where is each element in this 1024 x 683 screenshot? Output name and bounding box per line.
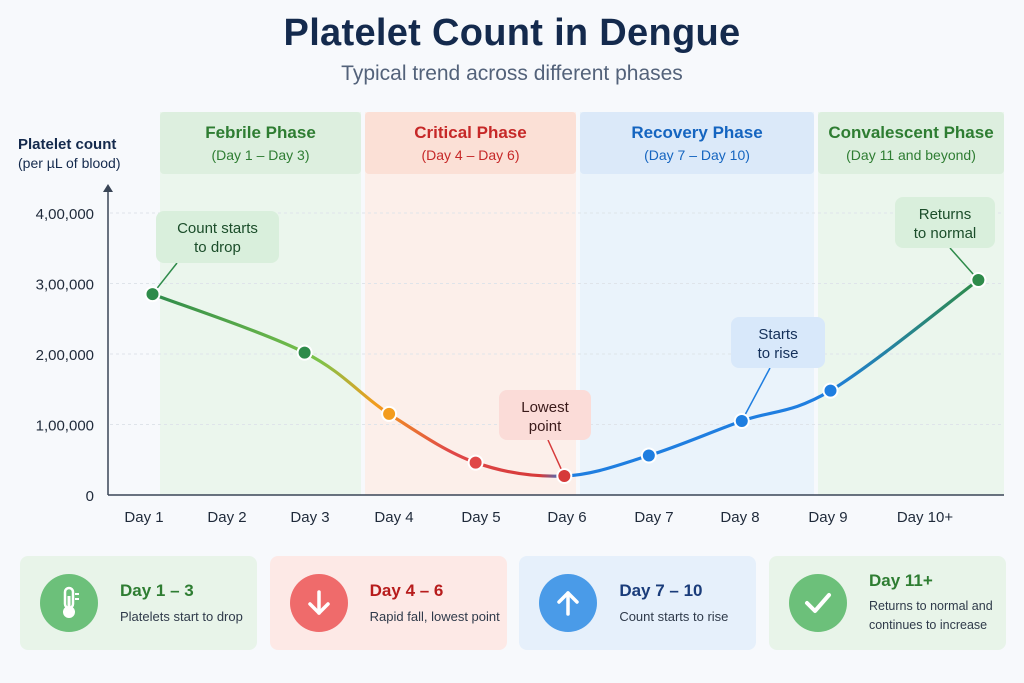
phase-summary-cards: Day 1 – 3 Platelets start to drop Day 4 – … xyxy=(20,556,1006,650)
annotation-box xyxy=(731,317,825,368)
summary-card: Day 7 – 10 Count starts to rise xyxy=(519,556,757,650)
data-point xyxy=(467,454,484,471)
data-point xyxy=(733,412,750,429)
summary-card-title: Day 7 – 10 xyxy=(619,580,703,600)
annotation-text: point xyxy=(529,418,562,435)
phase-header xyxy=(818,112,1004,174)
x-tick-label: Day 1 xyxy=(124,509,163,526)
summary-card-description: Platelets start to drop xyxy=(120,608,243,624)
annotation-text: Returns xyxy=(919,206,972,223)
summary-card-title: Day 1 – 3 xyxy=(120,580,194,600)
y-axis-arrow xyxy=(103,184,113,192)
x-tick-label: Day 10+ xyxy=(897,509,954,526)
x-tick-label: Day 9 xyxy=(808,509,847,526)
annotation-leader xyxy=(741,367,771,422)
annotation-text: Lowest xyxy=(521,399,569,416)
summary-card-description: Rapid fall, lowest point xyxy=(369,608,500,624)
summary-card: Day 11+ Returns to normal and continues t… xyxy=(768,556,1006,650)
phase-name: Critical Phase xyxy=(414,123,526,142)
phase-header xyxy=(160,112,361,174)
page-subtitle: Typical trend across different phases xyxy=(341,62,683,85)
y-tick-label: 2,00,000 xyxy=(36,347,94,364)
data-point xyxy=(640,447,657,464)
summary-card-description: Returns to normal and continues to incre… xyxy=(868,599,993,632)
phase-header xyxy=(365,112,576,174)
y-tick-label: 3,00,000 xyxy=(36,277,94,294)
data-point xyxy=(144,286,161,303)
arrow-up-icon xyxy=(539,574,598,632)
x-tick-label: Day 2 xyxy=(207,509,246,526)
page-title: Platelet Count in Dengue xyxy=(283,12,741,54)
annotation-text: Count starts xyxy=(177,220,258,237)
annotation-box xyxy=(156,211,279,263)
phase-band xyxy=(818,112,1004,495)
annotation-text: to normal xyxy=(914,225,977,242)
annotation-box xyxy=(895,197,995,248)
phase-range: (Day 4 – Day 6) xyxy=(421,147,519,163)
data-point xyxy=(381,405,398,422)
y-axis-title: Platelet count xyxy=(18,136,116,153)
phase-range: (Day 1 – Day 3) xyxy=(211,147,309,163)
summary-card-description: Count starts to rise xyxy=(619,608,729,624)
summary-card: Day 4 – 6 Rapid fall, lowest point xyxy=(269,556,507,650)
y-tick-label: 1,00,000 xyxy=(36,418,94,435)
y-tick-label: 4,00,000 xyxy=(36,206,94,223)
x-tick-label: Day 5 xyxy=(461,509,500,526)
phase-range: (Day 11 and beyond) xyxy=(846,147,976,163)
summary-card-title: Day 11+ xyxy=(868,571,933,590)
annotation-text: Starts xyxy=(758,326,797,343)
x-tick-label: Day 8 xyxy=(720,509,759,526)
phase-header xyxy=(580,112,814,174)
x-tick-label: Day 6 xyxy=(547,509,586,526)
y-tick-label: 0 xyxy=(86,488,94,505)
annotation-text: to drop xyxy=(194,239,241,256)
phase-name: Febrile Phase xyxy=(205,123,316,142)
data-point xyxy=(970,271,987,288)
x-tick-label: Day 3 xyxy=(290,509,329,526)
data-point xyxy=(822,382,839,399)
phase-band xyxy=(580,112,814,495)
data-point xyxy=(556,467,573,484)
x-tick-label: Day 7 xyxy=(634,509,673,526)
summary-card-title: Day 4 – 6 xyxy=(369,580,444,600)
annotation-text: to rise xyxy=(758,345,799,362)
phase-name: Recovery Phase xyxy=(631,123,762,142)
phase-range: (Day 7 – Day 10) xyxy=(644,147,750,163)
platelet-chart: Febrile Phase (Day 1 – Day 3) Critical Pha… xyxy=(18,112,1004,526)
x-tick-label: Day 4 xyxy=(374,509,413,526)
phase-band xyxy=(160,112,361,495)
check-icon xyxy=(788,574,847,632)
data-point xyxy=(296,344,313,361)
thermometer-icon xyxy=(40,574,98,632)
summary-card: Day 1 – 3 Platelets start to drop xyxy=(20,556,257,650)
arrow-down-icon xyxy=(289,574,348,632)
annotation-box xyxy=(499,390,591,440)
phase-name: Convalescent Phase xyxy=(828,123,993,142)
y-axis-unit: (per µL of blood) xyxy=(18,155,121,171)
